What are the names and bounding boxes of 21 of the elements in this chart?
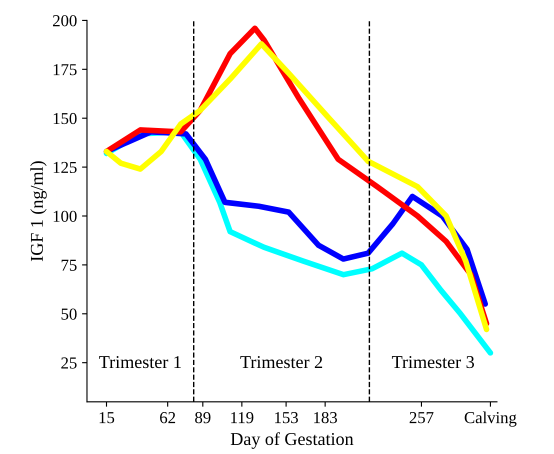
y-tick-label: 175 (54, 64, 77, 76)
x-tick-label: 62 (160, 412, 176, 424)
y-tick-label: 200 (52, 15, 77, 26)
annotation: Trimester 2 (240, 356, 322, 368)
y-axis-title: IGF 1 (ng/ml) (30, 161, 47, 262)
annotation: Trimester 1 (99, 356, 181, 368)
x-tick-label: 183 (314, 412, 337, 424)
y-tick-label: 100 (54, 210, 77, 222)
y-tick-label: 50 (62, 308, 77, 320)
x-tick-label: 89 (195, 412, 210, 424)
x-tick-label: 15 (100, 412, 114, 424)
y-tick-label: 125 (54, 162, 77, 174)
y-tick-label: 75 (62, 260, 77, 271)
x-tick-label: 119 (231, 412, 254, 424)
x-tick-label: Calving (464, 412, 516, 427)
x-axis-title: Day of Gestation (230, 432, 354, 449)
y-tick-label: 150 (54, 112, 77, 124)
x-tick-label: 153 (275, 412, 298, 424)
y-tick-label: 25 (61, 357, 77, 369)
x-tick-label: 257 (410, 412, 434, 424)
annotation: Trimester 3 (392, 356, 474, 368)
